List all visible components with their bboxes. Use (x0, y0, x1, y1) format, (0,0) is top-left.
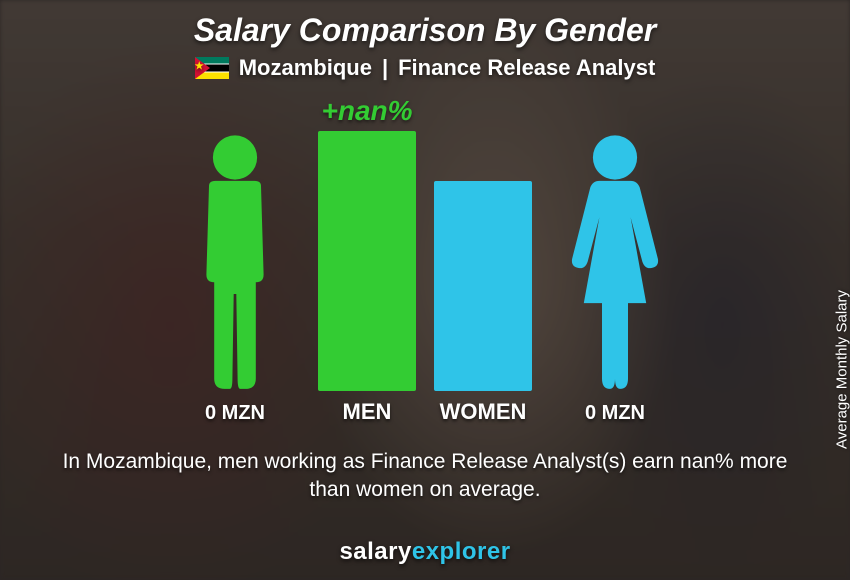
country-label: Mozambique (239, 55, 372, 81)
brand-prefix: salary (339, 538, 411, 565)
men-label: MEN (343, 399, 392, 425)
man-icon (170, 129, 300, 394)
women-label: WOMEN (440, 399, 527, 425)
woman-icon (550, 129, 680, 394)
men-value-label: 0 MZN (205, 402, 265, 425)
women-bar-column: WOMEN (434, 181, 532, 425)
men-figure-column: 0 MZN (170, 129, 300, 425)
men-bar (318, 131, 416, 391)
y-axis-label: Average Monthly Salary (834, 290, 850, 449)
mozambique-flag-icon (195, 57, 229, 79)
women-figure-column: 0 MZN (550, 129, 680, 425)
men-bar-column: +nan% MEN (318, 131, 416, 425)
comparison-chart: 0 MZN +nan% MEN WOMEN 0 MZN (0, 105, 850, 425)
women-value-label: 0 MZN (585, 402, 645, 425)
page-title: Salary Comparison By Gender (0, 0, 850, 49)
women-bar (434, 181, 532, 391)
job-title-label: Finance Release Analyst (398, 55, 655, 81)
description-text: In Mozambique, men working as Finance Re… (60, 448, 790, 505)
separator-label: | (382, 55, 388, 81)
difference-label: +nan% (321, 95, 412, 127)
subtitle-row: Mozambique | Finance Release Analyst (0, 55, 850, 81)
infographic-content: Salary Comparison By Gender Mozambique |… (0, 0, 850, 580)
brand-logo: salaryexplorer (0, 538, 850, 566)
brand-suffix: explorer (412, 538, 511, 565)
